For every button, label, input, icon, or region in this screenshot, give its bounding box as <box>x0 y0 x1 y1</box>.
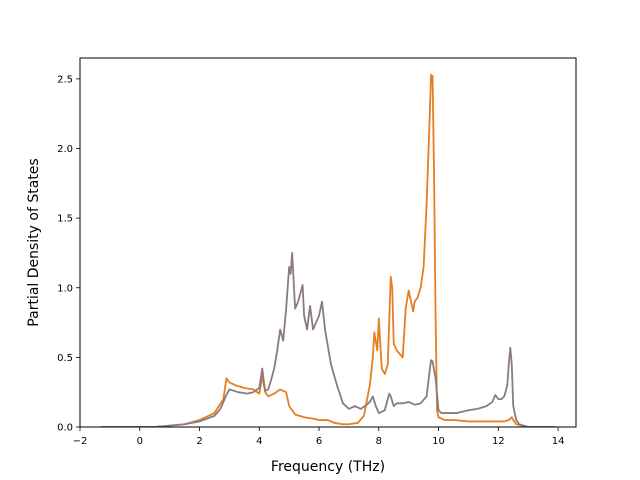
plot-frame <box>79 57 577 428</box>
series-layer <box>100 73 556 427</box>
y-axis-label: Partial Density of States <box>26 158 42 326</box>
x-tick-label: 10 <box>432 436 445 447</box>
series-line-1 <box>100 73 556 427</box>
x-axis-label: Frequency (THz) <box>271 459 385 475</box>
x-axis: −2 0 2 4 6 8 10 12 14 <box>73 427 565 447</box>
y-tick-label: 0.0 <box>57 423 73 434</box>
x-tick-label: 12 <box>492 436 505 447</box>
y-tick-label: 2.0 <box>57 144 73 155</box>
x-tick-label: 6 <box>316 436 322 447</box>
x-tick-label: 2 <box>196 436 202 447</box>
series-line-2 <box>100 252 556 427</box>
x-tick-label: 14 <box>552 436 565 447</box>
y-tick-label: 1.5 <box>57 214 73 225</box>
x-tick-label: −2 <box>73 436 88 447</box>
y-tick-label: 1.0 <box>57 283 73 294</box>
y-axis: 0.0 0.5 1.0 1.5 2.0 2.5 <box>57 74 80 434</box>
y-tick-label: 2.5 <box>57 74 73 85</box>
y-tick-label: 0.5 <box>57 353 73 364</box>
x-tick-label: 0 <box>137 436 143 447</box>
x-tick-label: 4 <box>256 436 262 447</box>
x-tick-label: 8 <box>376 436 382 447</box>
